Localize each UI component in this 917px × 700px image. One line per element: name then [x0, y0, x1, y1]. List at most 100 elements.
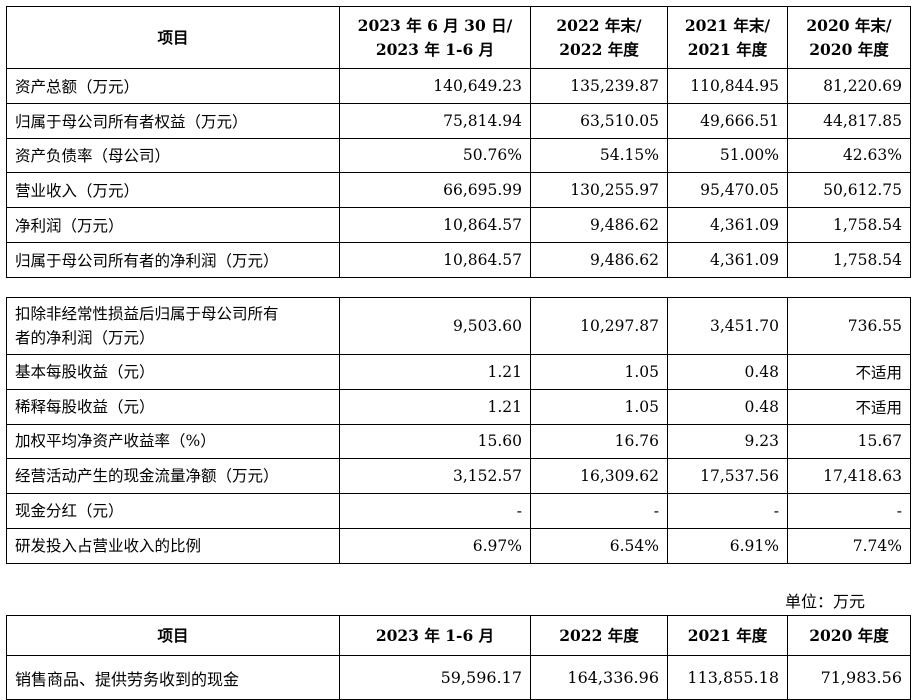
cell-value: 95,470.05 [667, 172, 788, 209]
cell-value: 1,758.54 [787, 207, 911, 243]
cell-value: - [667, 493, 788, 529]
cell-value: 6.91% [667, 527, 788, 564]
row-label: 资产总额（万元） [6, 68, 340, 104]
cell-value: 0.48 [667, 354, 788, 390]
table-row: 扣除非经常性损益后归属于母公司所有 者的净利润（万元） 9,503.60 10,297… [6, 297, 911, 355]
cell-value: 135,239.87 [530, 68, 668, 104]
cell-value: 7.74% [787, 527, 911, 564]
cell-value: 4,361.09 [667, 207, 788, 243]
cell-value: 1,758.54 [787, 241, 911, 278]
table-row: 销售商品、提供劳务收到的现金 59,596.17 164,336.96 113,855… [6, 655, 911, 700]
cell-value: 130,255.97 [530, 172, 668, 209]
table-row: 归属于母公司所有者的净利润（万元） 10,864.57 9,486.62 4,361.… [6, 241, 911, 278]
cell-value: - [787, 493, 911, 529]
cell-value: 736.55 [787, 297, 911, 355]
row-label: 扣除非经常性损益后归属于母公司所有 者的净利润（万元） [6, 297, 340, 355]
row-label-line: 研发投入占营业收入的比例 [15, 536, 202, 555]
row-label-line: 扣除非经常性损益后归属于母公司所有 [15, 305, 279, 323]
row-label: 基本每股收益（元） [6, 354, 340, 390]
header-line: 2023 年 1-6 月 [375, 39, 495, 59]
cell-value: 16.76 [530, 423, 668, 460]
header-line: 2023 年 6 月 30 日/ [357, 15, 513, 35]
cell-value: 49,666.51 [667, 102, 788, 139]
cell-value: 71,983.56 [787, 655, 911, 700]
row-label: 经营活动产生的现金流量净额（万元） [6, 458, 340, 495]
row-label: 销售商品、提供劳务收到的现金 [6, 655, 340, 700]
cell-value: 1.21 [339, 388, 531, 425]
cell-value: 不适用 [787, 388, 911, 425]
cell-value: 4,361.09 [667, 241, 788, 278]
row-label: 加权平均净资产收益率（%） [6, 423, 340, 460]
cell-value: 10,297.87 [530, 297, 668, 355]
cell-value: 9,486.62 [530, 207, 668, 243]
cell-value: 17,537.56 [667, 458, 788, 495]
cell-value: 17,418.63 [787, 458, 911, 495]
cell-value: 75,814.94 [339, 102, 531, 139]
column-header-item: 项目 [6, 615, 340, 656]
cell-value: 42.63% [787, 137, 911, 174]
table-row: 净利润（万元） 10,864.57 9,486.62 4,361.09 1,758.54 [6, 207, 911, 243]
cell-value: 110,844.95 [667, 68, 788, 104]
cell-value: 6.97% [339, 527, 531, 564]
cell-value: 16,309.62 [530, 458, 668, 495]
header-line: 2020 年度 [809, 39, 889, 59]
cell-value: 59,596.17 [339, 655, 531, 700]
row-label-line: 者的净利润（万元） [15, 329, 155, 347]
header-line: 2022 年度 [559, 39, 639, 59]
cell-value: 50.76% [339, 137, 531, 174]
cell-value: 不适用 [787, 354, 911, 390]
row-label-line: 现金分红（元） [15, 502, 124, 521]
cell-value: 66,695.99 [339, 172, 531, 209]
column-header-period: 2023 年 6 月 30 日/2023 年 1-6 月 [339, 6, 531, 69]
cell-value: 54.15% [530, 137, 668, 174]
cell-value: 51.00% [667, 137, 788, 174]
table-row: 基本每股收益（元） 1.21 1.05 0.48 不适用 [6, 354, 911, 390]
cell-value: 10,864.57 [339, 241, 531, 278]
financial-summary-table: 项目 2023 年 6 月 30 日/2023 年 1-6 月 2022 年末/20… [6, 6, 911, 278]
header-line: 2021 年度 [687, 39, 768, 59]
table-row: 现金分红（元） - - - - [6, 493, 911, 529]
cell-value: 1.05 [530, 354, 668, 390]
cell-value: 81,220.69 [787, 68, 911, 104]
row-label-line: 基本每股收益（元） [15, 362, 155, 381]
row-label: 现金分红（元） [6, 493, 340, 529]
cell-value: 9.23 [667, 423, 788, 460]
table-row: 资产负债率（母公司） 50.76% 54.15% 51.00% 42.63% [6, 137, 911, 174]
table-row: 研发投入占营业收入的比例 6.97% 6.54% 6.91% 7.74% [6, 527, 911, 564]
cell-value: 10,864.57 [339, 207, 531, 243]
table-row: 归属于母公司所有者权益（万元） 75,814.94 63,510.05 49,666.… [6, 102, 911, 139]
row-label: 研发投入占营业收入的比例 [6, 527, 340, 564]
column-header-period: 2022 年度 [530, 615, 668, 656]
row-label: 营业收入（万元） [6, 172, 340, 209]
table-row: 稀释每股收益（元） 1.21 1.05 0.48 不适用 [6, 388, 911, 425]
header-line: 2022 年末/ [556, 15, 642, 35]
row-label: 归属于母公司所有者权益（万元） [6, 102, 340, 139]
cell-value: 15.60 [339, 423, 531, 460]
cell-value: 113,855.18 [667, 655, 788, 700]
column-header-item: 项目 [6, 6, 340, 69]
row-label-line: 稀释每股收益（元） [15, 397, 155, 416]
cell-value: 6.54% [530, 527, 668, 564]
table-header-row: 项目 2023 年 1-6 月 2022 年度 2021 年度 2020 年度 [6, 615, 911, 656]
column-header-period: 2021 年度 [667, 615, 788, 656]
cell-value: 44,817.85 [787, 102, 911, 139]
table-row: 营业收入（万元） 66,695.99 130,255.97 95,470.05 50,6… [6, 172, 911, 209]
column-header-period: 2021 年末/2021 年度 [667, 6, 788, 69]
cell-value: 3,451.70 [667, 297, 788, 355]
cash-flow-table: 项目 2023 年 1-6 月 2022 年度 2021 年度 2020 年度 销售商品… [6, 615, 911, 700]
row-label: 稀释每股收益（元） [6, 388, 340, 425]
column-header-period: 2023 年 1-6 月 [339, 615, 531, 656]
column-header-period: 2020 年末/2020 年度 [787, 6, 911, 69]
row-label: 净利润（万元） [6, 207, 340, 243]
row-label-line: 经营活动产生的现金流量净额（万元） [15, 467, 279, 486]
header-line: 2021 年末/ [684, 15, 771, 35]
row-label: 资产负债率（母公司） [6, 137, 340, 174]
cell-value: 1.05 [530, 388, 668, 425]
cell-value: 140,649.23 [339, 68, 531, 104]
table-row: 加权平均净资产收益率（%） 15.60 16.76 9.23 15.67 [6, 423, 911, 460]
row-label-line: 加权平均净资产收益率（%） [15, 432, 216, 451]
cell-value: - [530, 493, 668, 529]
cell-value: 50,612.75 [787, 172, 911, 209]
header-line: 2020 年末/ [806, 15, 892, 35]
financial-indicators-table: 扣除非经常性损益后归属于母公司所有 者的净利润（万元） 9,503.60 10,297… [6, 297, 911, 564]
